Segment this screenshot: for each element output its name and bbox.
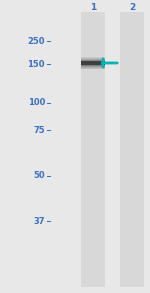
Bar bbox=[81, 61, 105, 65]
Text: 75: 75 bbox=[33, 126, 45, 135]
Bar bbox=[81, 68, 105, 69]
Bar bbox=[81, 66, 105, 67]
Bar bbox=[81, 12, 105, 287]
Bar bbox=[81, 66, 105, 67]
Text: 100: 100 bbox=[28, 98, 45, 107]
Bar bbox=[81, 61, 105, 62]
Text: 2: 2 bbox=[129, 3, 135, 12]
Text: 50: 50 bbox=[33, 171, 45, 180]
Bar bbox=[81, 60, 105, 61]
Bar bbox=[81, 59, 105, 60]
Bar bbox=[81, 58, 105, 59]
Bar bbox=[81, 63, 105, 64]
Bar bbox=[81, 62, 105, 63]
Bar bbox=[81, 67, 105, 68]
Bar bbox=[120, 12, 144, 287]
Text: 37: 37 bbox=[33, 217, 45, 226]
Bar bbox=[81, 57, 105, 58]
Text: 150: 150 bbox=[27, 60, 45, 69]
Text: 1: 1 bbox=[90, 3, 96, 12]
Text: 250: 250 bbox=[27, 37, 45, 45]
Bar bbox=[81, 64, 105, 65]
Bar bbox=[81, 65, 105, 66]
